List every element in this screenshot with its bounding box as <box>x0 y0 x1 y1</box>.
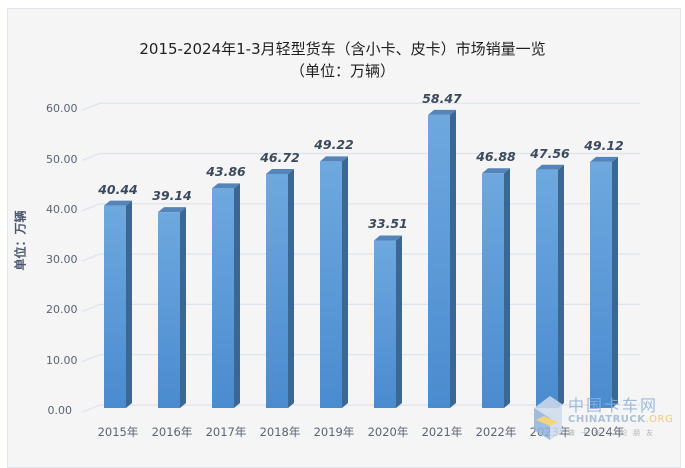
value-label: 49.12 <box>584 137 624 153</box>
watermark-en: CHINATRUCK.ORG <box>568 414 674 425</box>
bar <box>266 168 294 408</box>
x-tick-label: 2021年 <box>421 425 463 439</box>
value-label: 40.44 <box>98 181 138 197</box>
x-tick-label: 2024年 <box>583 425 625 439</box>
value-label: 46.72 <box>260 149 300 165</box>
bar <box>158 207 186 408</box>
watermark-cn: 中国卡车网 <box>568 396 659 415</box>
y-tick-label: 20.00 <box>46 303 78 317</box>
value-label: 33.51 <box>368 216 408 232</box>
bar <box>428 109 456 408</box>
watermark: 中国卡车网 CHINATRUCK.ORG 做卡车人的朋友 <box>528 390 678 442</box>
x-tick-label: 2020年 <box>367 425 409 439</box>
value-label: 39.14 <box>152 188 192 204</box>
gridline <box>81 404 640 413</box>
y-tick-label: 10.00 <box>46 353 78 367</box>
watermark-logo-icon <box>534 396 562 440</box>
value-label: 47.56 <box>530 145 570 161</box>
value-label: 49.22 <box>314 137 354 153</box>
bar <box>590 156 618 408</box>
y-tick-label: 60.00 <box>46 102 78 116</box>
value-label: 46.88 <box>476 149 516 165</box>
gridline <box>81 303 640 312</box>
bar <box>374 235 402 408</box>
bar <box>320 156 348 408</box>
bar <box>104 200 132 408</box>
value-label: 43.86 <box>206 164 246 180</box>
watermark-sub: 做卡车人的朋友 <box>568 429 659 437</box>
x-tick-label: 2019年 <box>313 425 355 439</box>
x-tick-label: 2018年 <box>259 425 301 439</box>
y-tick-label: 40.00 <box>46 202 78 216</box>
chart-title: 2015-2024年1-3月轻型货车（含小卡、皮卡）市场销量一览 <box>139 40 546 58</box>
bar <box>536 164 564 408</box>
gridline <box>81 203 640 212</box>
y-tick-label: 30.00 <box>46 253 78 267</box>
value-label: 58.47 <box>422 90 462 106</box>
x-tick-label: 2015年 <box>97 425 139 439</box>
bar <box>212 183 240 408</box>
y-tick-label: 50.00 <box>46 152 78 166</box>
y-tick-label: 0.00 <box>47 404 73 417</box>
x-tick-label: 2016年 <box>151 425 193 439</box>
bar <box>482 168 510 408</box>
chart-subtitle: （单位：万辆） <box>289 62 395 80</box>
x-tick-label: 2022年 <box>475 425 517 439</box>
x-tick-label: 2017年 <box>205 425 247 439</box>
gridline <box>81 102 640 111</box>
gridline <box>81 253 640 262</box>
gridline <box>81 152 640 162</box>
gridline <box>81 354 640 363</box>
